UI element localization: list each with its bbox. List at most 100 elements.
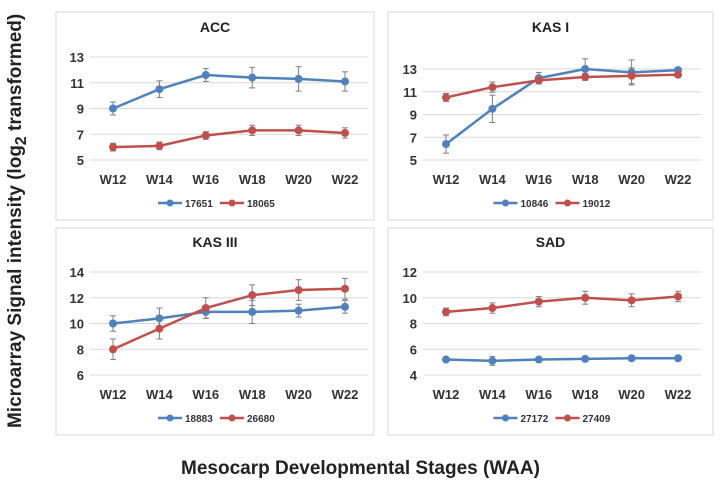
y-tick-label: 13 xyxy=(403,62,417,77)
legend-label: 10846 xyxy=(521,199,549,210)
data-point xyxy=(201,304,210,313)
data-point xyxy=(248,307,257,316)
legend-marker xyxy=(564,414,571,422)
x-tick-label: W12 xyxy=(100,387,127,402)
legend-label: 18065 xyxy=(247,199,275,210)
panel-title: ACC xyxy=(200,19,230,35)
legend-label: 19012 xyxy=(583,199,611,210)
data-point xyxy=(581,293,590,302)
data-point xyxy=(248,291,257,300)
x-tick-label: W14 xyxy=(479,172,507,187)
series-line-10846 xyxy=(445,67,679,146)
panel-border xyxy=(387,11,714,221)
data-point xyxy=(155,85,164,94)
legend-label: 27409 xyxy=(583,414,611,425)
y-tick-label: 13 xyxy=(70,50,84,65)
y-tick-label: 8 xyxy=(77,342,84,357)
data-point xyxy=(201,131,210,140)
data-point xyxy=(109,345,117,354)
data-point xyxy=(488,83,497,92)
series-line-26680 xyxy=(112,287,346,351)
data-point xyxy=(109,143,117,152)
data-point xyxy=(155,324,164,333)
x-tick-label: W16 xyxy=(525,172,552,187)
legend-label: 17651 xyxy=(185,199,213,210)
legend-marker xyxy=(502,199,509,207)
data-point xyxy=(581,354,590,363)
data-point xyxy=(442,307,450,316)
y-tick-label: 6 xyxy=(77,368,84,383)
x-tick-label: W22 xyxy=(332,387,359,402)
x-tick-label: W18 xyxy=(239,387,266,402)
series-line-27409 xyxy=(445,295,679,314)
data-point xyxy=(294,286,303,295)
y-tick-label: 4 xyxy=(410,368,418,383)
y-tick-label: 7 xyxy=(77,127,84,142)
data-point xyxy=(488,356,497,365)
data-point xyxy=(294,126,303,135)
panel-border xyxy=(55,227,375,436)
y-tick-label: 5 xyxy=(77,153,84,168)
x-tick-label: W16 xyxy=(192,172,219,187)
data-point xyxy=(534,355,543,364)
data-point xyxy=(534,297,543,306)
data-point xyxy=(488,304,497,313)
x-tick-label: W22 xyxy=(665,172,692,187)
data-point xyxy=(442,355,450,364)
y-tick-label: 8 xyxy=(410,317,417,332)
data-point xyxy=(109,319,117,328)
series-line-19012 xyxy=(445,73,679,99)
x-tick-label: W12 xyxy=(433,387,460,402)
legend-marker xyxy=(228,199,236,207)
panel-title: KAS III xyxy=(192,234,237,250)
panel-title: SAD xyxy=(536,234,566,250)
legend-label: 18883 xyxy=(185,414,213,425)
x-tick-label: W18 xyxy=(572,387,599,402)
x-tick-label: W20 xyxy=(618,172,645,187)
panel-acc: ACC 5 7 9 11 13 W12 W14 W16 W18 W20 W22 17651 18065 xyxy=(55,11,375,221)
data-point xyxy=(627,71,636,80)
x-tick-label: W16 xyxy=(192,387,219,402)
panel-kas-iii: KAS III 6 8 10 12 14 W12 W14 W16 W18 W20 W22 18883 26… xyxy=(55,227,375,436)
x-tick-label: W14 xyxy=(146,387,174,402)
x-tick-label: W18 xyxy=(239,172,266,187)
x-tick-label: W14 xyxy=(146,172,174,187)
series-line-18065 xyxy=(112,129,346,149)
x-axis-label: Mesocarp Developmental Stages (WAA) xyxy=(181,458,540,479)
data-point xyxy=(488,104,497,113)
data-point xyxy=(248,73,257,82)
legend-marker xyxy=(564,199,571,207)
x-tick-label: W14 xyxy=(479,387,507,402)
series-line-17651 xyxy=(112,73,346,110)
x-tick-label: W12 xyxy=(100,172,127,187)
y-tick-label: 5 xyxy=(410,153,417,168)
data-point xyxy=(581,72,590,81)
x-tick-label: W22 xyxy=(665,387,692,402)
series-line-18883 xyxy=(112,305,346,325)
data-point xyxy=(294,306,303,315)
y-tick-label: 12 xyxy=(70,291,84,306)
legend-marker xyxy=(166,414,174,422)
data-point xyxy=(341,284,349,293)
data-point xyxy=(248,126,257,135)
y-tick-label: 6 xyxy=(410,342,417,357)
data-point xyxy=(674,354,682,363)
data-point xyxy=(155,141,164,150)
x-tick-label: W20 xyxy=(285,387,312,402)
y-tick-label: 14 xyxy=(70,265,85,280)
y-tick-label: 11 xyxy=(403,85,417,100)
x-tick-label: W22 xyxy=(332,172,359,187)
y-tick-label: 12 xyxy=(403,265,417,280)
data-point xyxy=(294,74,303,83)
data-point xyxy=(627,354,636,363)
x-tick-label: W20 xyxy=(618,387,645,402)
legend-marker xyxy=(166,199,174,207)
data-point xyxy=(581,65,590,73)
data-point xyxy=(442,93,450,102)
y-tick-label: 11 xyxy=(70,76,84,91)
y-tick-label: 10 xyxy=(403,291,417,306)
x-tick-label: W18 xyxy=(572,172,599,187)
y-tick-label: 7 xyxy=(410,130,417,145)
data-point xyxy=(627,296,636,305)
